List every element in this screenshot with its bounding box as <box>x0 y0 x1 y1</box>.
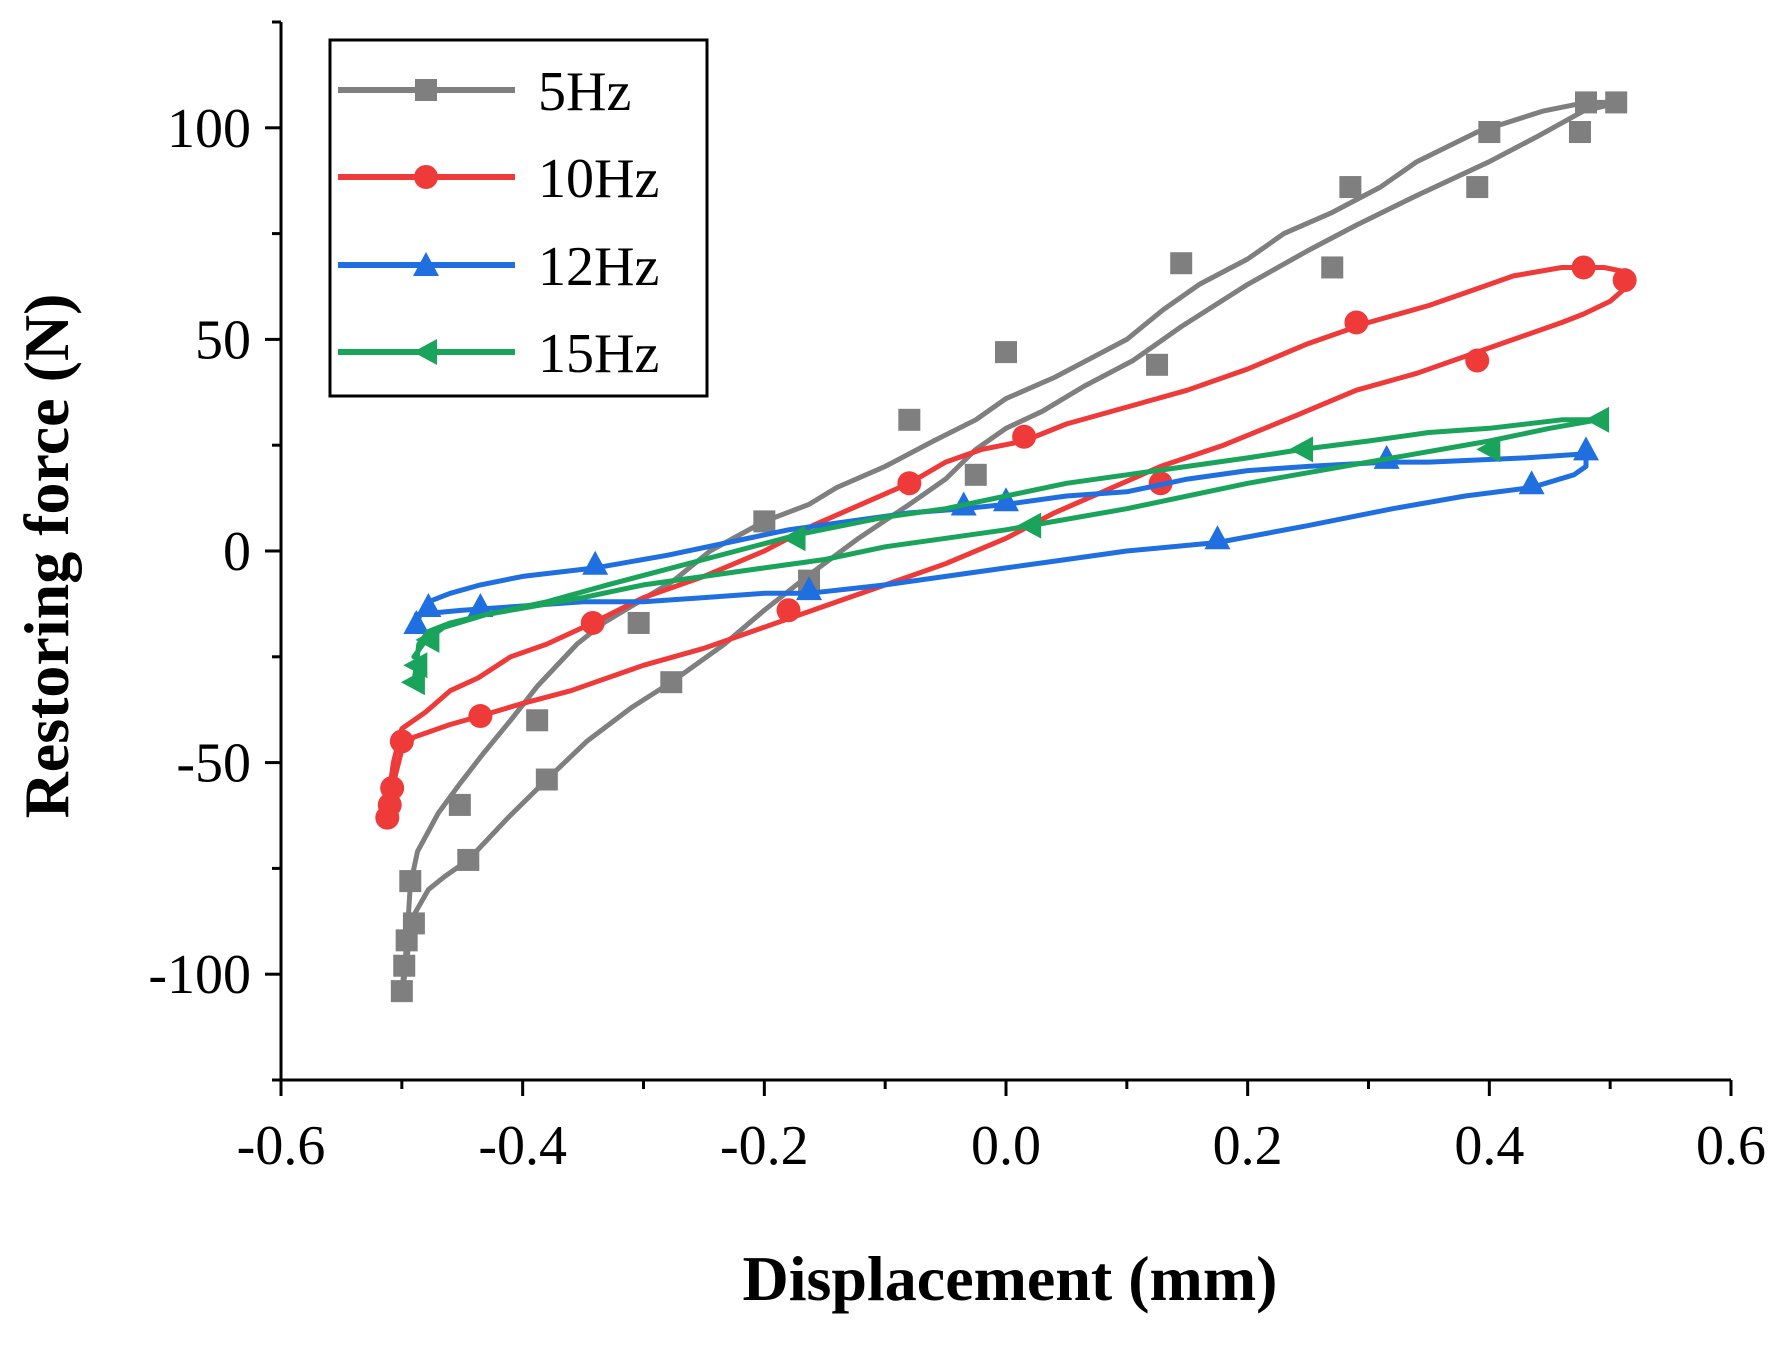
legend-label-5hz: 5Hz <box>538 61 631 123</box>
x-axis-title: Displacement (mm) <box>743 1243 1278 1314</box>
legend-entry-10hz[interactable]: 10Hz <box>338 148 659 210</box>
legend-entry-12hz[interactable]: 12Hz <box>338 236 659 298</box>
data-point-5hz <box>964 463 987 486</box>
series-line-15hz <box>411 417 1601 685</box>
data-point-10hz <box>1344 310 1369 335</box>
legend-label-15hz: 15Hz <box>538 323 659 385</box>
data-point-5hz <box>898 408 921 431</box>
data-point-5hz <box>535 768 558 791</box>
legend-marker-shape-15hz <box>413 339 437 365</box>
y-tick-label: 100 <box>167 98 251 160</box>
x-tick-label: -0.6 <box>237 1115 326 1177</box>
data-point-15hz <box>1476 436 1501 463</box>
data-point-15hz <box>1289 436 1314 463</box>
legend-marker-shape-5hz <box>415 79 437 101</box>
data-point-5hz <box>660 671 683 694</box>
data-point-12hz <box>582 550 609 575</box>
data-point-12hz <box>1573 436 1599 461</box>
data-point-5hz <box>627 611 650 634</box>
y-tick-label: 50 <box>195 309 251 371</box>
legend-marker-shape-10hz <box>414 165 438 189</box>
y-axis-title: Restoring force (N) <box>11 294 82 819</box>
legend-marker-5hz <box>415 79 437 101</box>
data-point-12hz <box>1518 470 1545 495</box>
series-12hz <box>403 436 1599 634</box>
data-point-5hz <box>1146 353 1169 376</box>
x-tick-label: 0.4 <box>1454 1115 1524 1177</box>
data-point-12hz <box>1204 525 1231 550</box>
data-point-10hz <box>1465 348 1490 373</box>
data-point-12hz <box>415 593 442 618</box>
x-tick-label: -0.4 <box>478 1115 567 1177</box>
data-point-5hz <box>399 870 422 893</box>
data-point-5hz <box>1321 256 1344 279</box>
data-point-10hz <box>580 610 605 635</box>
x-tick-label: 0.0 <box>971 1115 1041 1177</box>
data-point-10hz <box>776 598 801 623</box>
y-tick-label: 0 <box>223 521 251 583</box>
data-point-5hz <box>1575 91 1597 114</box>
data-point-5hz <box>1478 121 1501 144</box>
data-point-15hz <box>400 669 425 696</box>
data-point-10hz <box>1571 255 1596 280</box>
data-point-10hz <box>1012 424 1037 449</box>
data-point-15hz <box>1017 512 1042 539</box>
data-point-15hz <box>781 525 806 552</box>
data-point-10hz <box>468 704 493 729</box>
data-point-5hz <box>1466 176 1489 199</box>
data-point-15hz <box>403 652 428 679</box>
series-5hz <box>390 91 1628 1003</box>
data-point-15hz <box>415 626 440 653</box>
data-point-5hz <box>1170 252 1193 275</box>
legend-marker-15hz <box>413 339 437 365</box>
y-tick-label: -100 <box>148 944 251 1006</box>
data-point-5hz <box>1568 121 1591 144</box>
legend-label-10hz: 10Hz <box>538 148 659 210</box>
data-point-5hz <box>1339 176 1362 199</box>
x-tick-label: 0.2 <box>1213 1115 1283 1177</box>
legend-marker-12hz <box>413 252 439 276</box>
data-point-15hz <box>1585 406 1610 433</box>
data-point-5hz <box>526 709 549 732</box>
data-point-12hz <box>467 593 494 618</box>
legend-marker-shape-12hz <box>413 252 439 276</box>
data-point-5hz <box>457 848 480 871</box>
data-point-10hz <box>389 729 414 754</box>
y-tick-label: -50 <box>176 733 251 795</box>
data-point-5hz <box>1605 91 1628 114</box>
data-point-5hz <box>448 793 471 816</box>
legend-entry-5hz[interactable]: 5Hz <box>338 61 631 123</box>
data-point-5hz <box>395 929 418 952</box>
legend-label-12hz: 12Hz <box>538 236 659 298</box>
data-point-12hz <box>993 487 1019 512</box>
series-group <box>375 91 1637 1003</box>
x-tick-label: 0.6 <box>1696 1115 1766 1177</box>
data-point-10hz <box>380 775 405 800</box>
series-10hz <box>375 255 1637 830</box>
ticks-group: -0.6 -0.4 -0.2 0.0 0.2 0.4 0.6 -100 -50 0 50 100 <box>148 20 1766 1177</box>
data-point-5hz <box>753 510 776 533</box>
series-15hz <box>400 406 1610 696</box>
legend-entry-15hz[interactable]: 15Hz <box>338 323 659 385</box>
data-point-5hz <box>402 912 425 935</box>
data-point-12hz <box>796 576 823 601</box>
data-point-5hz <box>393 954 416 977</box>
data-point-10hz <box>1612 268 1637 293</box>
legend-box <box>328 38 709 398</box>
data-point-12hz <box>403 609 430 634</box>
data-point-5hz <box>390 980 413 1003</box>
x-tick-label: -0.2 <box>720 1115 809 1177</box>
data-point-5hz <box>995 341 1017 364</box>
legend-marker-10hz <box>414 165 438 189</box>
series-line-5hz <box>399 99 1623 994</box>
data-point-10hz <box>897 471 922 496</box>
legend: 5Hz 10Hz 12Hz 15Hz <box>328 38 709 398</box>
